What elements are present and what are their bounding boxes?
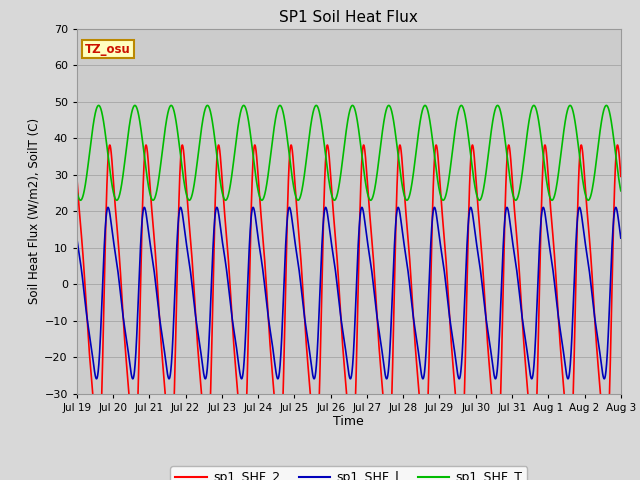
sp1_SHF_T xyxy=(294,197,302,203)
sp1_SHF_2 xyxy=(471,161,479,167)
Line: sp1_SHF_T: sp1_SHF_T xyxy=(77,106,621,200)
sp1_SHF_T xyxy=(312,103,320,108)
Line: sp1_SHF_2: sp1_SHF_2 xyxy=(77,145,621,455)
sp1_SHF_l xyxy=(441,271,449,276)
Title: SP1 Soil Heat Flux: SP1 Soil Heat Flux xyxy=(280,10,418,25)
Line: sp1_SHF_l: sp1_SHF_l xyxy=(77,207,621,379)
sp1_SHF_2 xyxy=(502,187,509,193)
Y-axis label: Soil Heat Flux (W/m2), SoilT (C): Soil Heat Flux (W/m2), SoilT (C) xyxy=(27,118,40,304)
sp1_SHF_T xyxy=(471,183,479,189)
sp1_SHF_l xyxy=(73,235,81,241)
Text: TZ_osu: TZ_osu xyxy=(85,43,131,56)
sp1_SHF_l xyxy=(617,235,625,241)
sp1_SHF_l xyxy=(502,210,509,216)
X-axis label: Time: Time xyxy=(333,415,364,429)
sp1_SHF_T xyxy=(441,196,449,202)
sp1_SHF_T xyxy=(502,142,509,148)
sp1_SHF_2 xyxy=(468,142,476,148)
sp1_SHF_T xyxy=(171,110,179,116)
sp1_SHF_T xyxy=(73,188,81,194)
sp1_SHF_l xyxy=(171,297,179,302)
sp1_SHF_2 xyxy=(441,239,449,244)
sp1_SHF_T xyxy=(617,188,625,194)
sp1_SHF_l xyxy=(328,247,336,252)
sp1_SHF_T xyxy=(329,195,337,201)
sp1_SHF_2 xyxy=(329,199,337,204)
Legend: sp1_SHF_2, sp1_SHF_l, sp1_SHF_T: sp1_SHF_2, sp1_SHF_l, sp1_SHF_T xyxy=(170,467,527,480)
sp1_SHF_2 xyxy=(239,452,247,458)
sp1_SHF_2 xyxy=(73,173,81,179)
sp1_SHF_2 xyxy=(171,382,179,387)
sp1_SHF_l xyxy=(575,204,583,210)
sp1_SHF_l xyxy=(616,231,624,237)
sp1_SHF_T xyxy=(616,185,624,191)
sp1_SHF_l xyxy=(383,376,390,382)
sp1_SHF_l xyxy=(471,228,479,233)
sp1_SHF_2 xyxy=(616,167,624,172)
sp1_SHF_2 xyxy=(617,173,625,179)
